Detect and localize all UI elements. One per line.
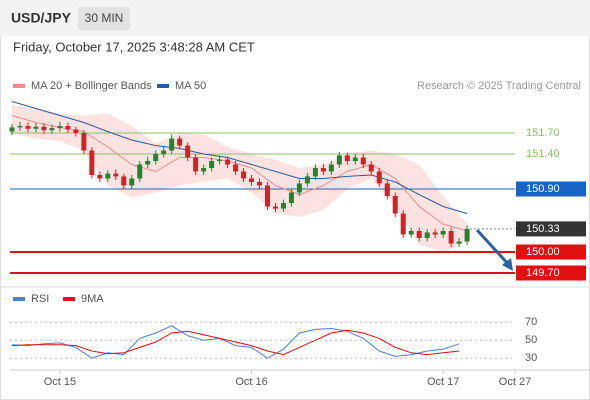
legend-label: RSI <box>31 293 49 305</box>
projection-arrow <box>475 228 511 267</box>
candle-body <box>97 175 103 179</box>
candle-body <box>201 168 207 172</box>
candle-body <box>432 232 438 235</box>
ma-line <box>11 101 468 214</box>
candle-body <box>33 126 39 129</box>
candle-body <box>456 241 462 244</box>
candle-body <box>288 192 294 203</box>
legend-label: MA 50 <box>175 80 206 92</box>
candle-body <box>177 138 183 146</box>
level-box <box>516 221 586 237</box>
level-label: 151.40 <box>526 148 560 160</box>
y-tick-label: 70 <box>525 316 537 328</box>
candle-body <box>376 171 382 184</box>
legend-label: MA 20 + Bollinger Bands <box>31 80 152 92</box>
candle-body <box>241 171 247 179</box>
level-label: 150.90 <box>526 183 560 195</box>
arrow-head <box>502 258 513 271</box>
y-tick-label: 30 <box>525 352 537 364</box>
candle-body <box>161 150 167 154</box>
level-label: 150.00 <box>526 246 560 258</box>
ma-line <box>11 115 468 232</box>
legend-label: 9MA <box>81 293 104 305</box>
candle-body <box>264 185 270 207</box>
candle-body <box>416 231 422 238</box>
candle-body <box>41 126 47 131</box>
interval: 30 MIN <box>85 11 124 25</box>
candle-body <box>328 164 334 172</box>
candle-body <box>73 129 79 133</box>
candle-body <box>384 183 390 196</box>
candle-body <box>145 161 151 165</box>
candle-body <box>257 182 263 186</box>
candle-body <box>424 232 430 238</box>
level-label: 151.70 <box>526 127 560 139</box>
candle-body <box>105 173 111 179</box>
symbol: USD/JPY <box>11 10 72 26</box>
candle-body <box>153 154 159 161</box>
candle-body <box>440 231 446 235</box>
candle-body <box>185 145 191 158</box>
candle-body <box>129 178 135 186</box>
candle-body <box>9 127 15 132</box>
candle-body <box>408 231 414 235</box>
candle-body <box>296 183 302 193</box>
candle-body <box>65 126 71 130</box>
candle-body <box>336 155 342 165</box>
legend-swatch <box>13 84 25 88</box>
candle-body <box>249 178 255 182</box>
y-tick-label: 50 <box>525 334 537 346</box>
x-tick-label: Oct 17 <box>427 376 459 388</box>
candle-body <box>400 213 406 235</box>
credit: Research © 2025 Trading Central <box>417 80 581 92</box>
candle-body <box>57 126 63 129</box>
candle-body <box>352 157 358 161</box>
level-box <box>516 265 586 281</box>
candle-body <box>344 155 350 161</box>
candle-body <box>121 176 127 186</box>
candle-body <box>49 128 55 131</box>
candle-body <box>360 157 366 165</box>
candle-body <box>368 164 374 172</box>
candle-body <box>193 157 199 172</box>
interval-box <box>78 7 130 30</box>
candle-body <box>81 133 87 151</box>
legend-swatch <box>13 297 25 301</box>
bollinger-band <box>12 105 468 252</box>
candle-body <box>272 206 278 209</box>
timestamp: Friday, October 17, 2025 3:48:28 AM CET <box>13 39 255 54</box>
candle-body <box>209 161 215 168</box>
candle-body <box>280 203 286 209</box>
candle-body <box>17 126 23 128</box>
candle-body <box>89 150 95 175</box>
candle-body <box>233 164 239 172</box>
candle-body <box>169 138 175 151</box>
level-box <box>516 181 586 197</box>
level-label: 150.33 <box>526 223 560 235</box>
x-tick-label: Oct 16 <box>235 376 267 388</box>
candle-body <box>392 196 398 214</box>
rsi-line <box>11 329 460 356</box>
legend-swatch <box>157 84 169 88</box>
level-box <box>516 244 586 260</box>
candle-body <box>25 126 31 129</box>
candle-body <box>113 173 119 177</box>
candle-body <box>448 231 454 244</box>
legend-swatch <box>63 297 75 301</box>
candle-body <box>320 168 326 172</box>
x-tick-label: Oct 15 <box>44 376 76 388</box>
rsi-line <box>11 325 460 359</box>
candle-body <box>312 168 318 177</box>
candle-body <box>464 228 470 242</box>
candle-body <box>225 159 231 165</box>
candle-body <box>137 164 143 179</box>
level-label: 149.70 <box>526 267 560 279</box>
x-tick-label: Oct 27 <box>499 376 531 388</box>
candle-body <box>217 159 223 161</box>
candle-body <box>304 176 310 184</box>
